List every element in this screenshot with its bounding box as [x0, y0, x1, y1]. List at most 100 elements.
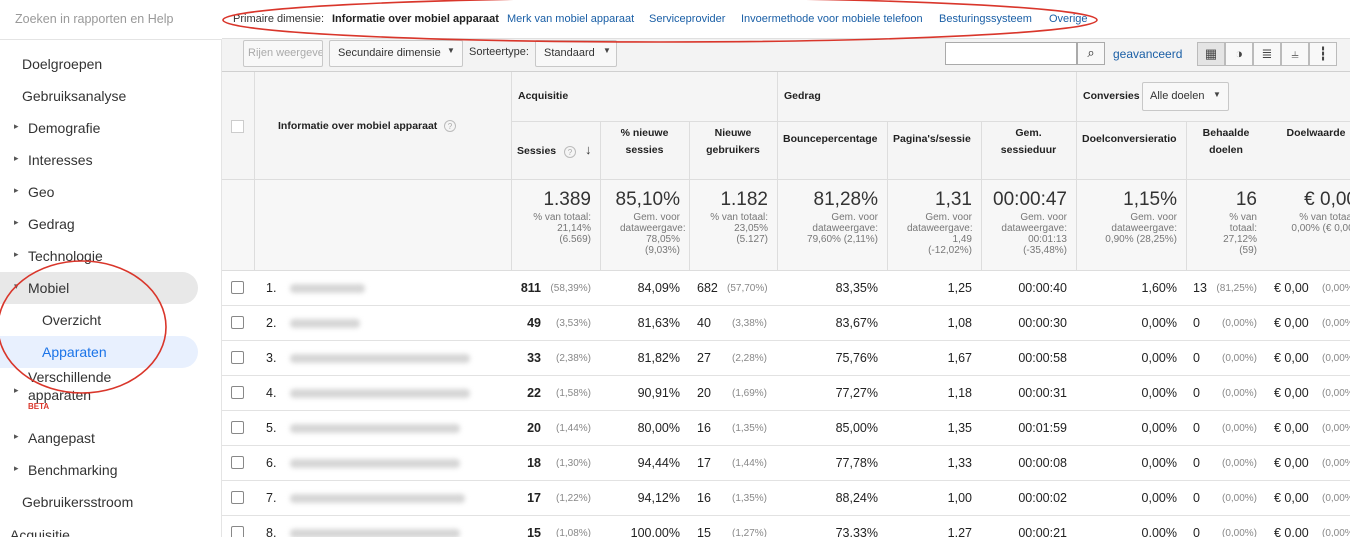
cell-percentage: (2,38%) [555, 353, 591, 364]
cell-percentage: (3,53%) [555, 318, 591, 329]
row-checkbox[interactable] [231, 281, 244, 294]
row-checkbox[interactable] [231, 491, 244, 504]
rows-button[interactable]: Rijen weergeven [243, 40, 323, 67]
row-checkbox[interactable] [231, 316, 244, 329]
nav-item[interactable]: Technologie [28, 248, 103, 264]
table-cell: 0 [1193, 316, 1200, 330]
sort-arrow: ↓ [585, 142, 592, 157]
view-toggle[interactable]: ◑ [1225, 42, 1253, 66]
dimension-option[interactable]: Serviceprovider [649, 13, 726, 25]
table-cell: € 0,00 [1274, 456, 1309, 470]
nav-item[interactable]: Geo [28, 184, 55, 200]
total-value: 1.182 [720, 189, 768, 210]
table-cell: 16 [697, 491, 711, 505]
help-icon: ? [564, 146, 576, 158]
search-box[interactable] [0, 0, 222, 40]
sort-select[interactable]: Standaard [535, 40, 617, 67]
total-note: % van totaal: 23,05% (5.127) [710, 212, 768, 245]
nav-item[interactable]: Overzicht [42, 312, 102, 328]
header-checkbox[interactable] [231, 120, 244, 133]
device-name-redacted [290, 494, 465, 503]
row-checkbox[interactable] [231, 386, 244, 399]
row-checkbox[interactable] [231, 351, 244, 364]
advanced-link[interactable]: geavanceerd [1113, 47, 1183, 61]
column-header[interactable]: Bouncepercentage [783, 133, 878, 145]
nav-arrow: ▾ [14, 281, 19, 291]
nav-item[interactable]: Benchmarking [28, 462, 118, 478]
nav-item[interactable]: Doelgroepen [22, 56, 103, 72]
nav-item[interactable]: Acquisitie [10, 527, 70, 537]
group-header: Acquisitie [518, 90, 569, 102]
cell-percentage: (0,00%) [1322, 388, 1350, 399]
nav-item[interactable]: Gebruiksanalyse [22, 88, 127, 104]
cell-percentage: (0,00%) [1221, 353, 1257, 364]
table-cell: 15 [697, 526, 711, 537]
column-header[interactable]: Nieuwe gebruikers [706, 127, 760, 156]
total-value: 00:00:47 [993, 189, 1067, 210]
row-checkbox[interactable] [231, 456, 244, 469]
cell-percentage: (0,00%) [1221, 458, 1257, 469]
view-toggle[interactable]: ┇ [1309, 42, 1337, 66]
dimension-option[interactable]: Informatie over mobiel apparaat [332, 13, 499, 25]
cell-percentage: (0,00%) [1221, 388, 1257, 399]
dimension-option[interactable]: Merk van mobiel apparaat [507, 13, 635, 25]
column-divider [1076, 72, 1077, 271]
table-cell: 0,00% [1141, 316, 1177, 330]
search-button[interactable]: ⌕ [1077, 42, 1105, 65]
table-cell: 0 [1193, 386, 1200, 400]
cell-percentage: (1,58%) [555, 388, 591, 399]
table-cell: 81,82% [637, 351, 680, 365]
view-toggle[interactable]: ≣ [1253, 42, 1281, 66]
column-header[interactable]: Doelconversieratio [1082, 133, 1177, 145]
device-name-redacted [290, 424, 460, 433]
column-header[interactable]: Behaalde doelen [1202, 127, 1250, 156]
column-header[interactable]: Gem. sessieduur [1000, 127, 1057, 156]
cell-percentage: (1,30%) [555, 458, 591, 469]
nav-arrow: ▸ [14, 463, 19, 473]
nav-item[interactable]: Mobiel [28, 280, 70, 296]
nav-item[interactable]: Aangepast [28, 430, 95, 446]
table-cell: 16 [697, 421, 711, 435]
table-cell: 0 [1193, 491, 1200, 505]
table-cell: 80,00% [637, 421, 680, 435]
goal-select[interactable]: Alle doelen [1142, 82, 1229, 111]
column-header[interactable]: Sessies [517, 145, 557, 157]
cell-percentage: (0,00%) [1221, 493, 1257, 504]
table-cell: 3. [266, 351, 277, 365]
search-input[interactable] [945, 42, 1077, 65]
view-toggle[interactable]: ▦ [1197, 42, 1225, 66]
nav-item[interactable]: Gebruikersstroom [22, 494, 134, 510]
nav-arrow: ▸ [14, 153, 19, 163]
device-name-redacted [290, 354, 470, 363]
view-toggle[interactable]: ⫨ [1281, 42, 1309, 66]
dimension-option[interactable]: Overige [1049, 13, 1088, 25]
nav-arrow: ▸ [14, 385, 19, 395]
column-divider [689, 121, 690, 271]
column-header[interactable]: Doelwaarde [1286, 127, 1346, 139]
dimension-option[interactable]: Invoermethode voor mobiele telefoon [741, 13, 923, 25]
dimension-option[interactable]: Besturingssysteem [939, 13, 1032, 25]
table-cell: 0 [1193, 456, 1200, 470]
table-cell: 1. [266, 281, 277, 295]
total-note: % van totaal: 27,12% (59) [1223, 212, 1257, 256]
nav-item[interactable]: Interesses [28, 152, 93, 168]
total-value: 81,28% [813, 189, 878, 210]
cell-percentage: (0,00%) [1322, 318, 1350, 329]
cell-percentage: (1,08%) [555, 528, 591, 537]
secondary-dimension-button[interactable]: Secundaire dimensie [329, 40, 463, 67]
table-cell: 77,78% [835, 456, 878, 470]
nav-item[interactable]: Verschillende apparaten [28, 369, 112, 403]
nav-item[interactable]: Apparaten [42, 344, 107, 360]
nav-item[interactable]: Gedrag [28, 216, 75, 232]
table-cell: € 0,00 [1274, 281, 1309, 295]
column-divider [981, 121, 982, 271]
table-cell: 27 [697, 351, 711, 365]
help-icon: ? [444, 120, 456, 132]
nav-item[interactable]: Demografie [28, 120, 101, 136]
column-header[interactable]: Pagina's/sessie [893, 133, 971, 145]
column-header[interactable]: % nieuwe sessies [620, 127, 669, 156]
cell-percentage: (0,00%) [1322, 283, 1350, 294]
row-checkbox[interactable] [231, 421, 244, 434]
column-divider [511, 72, 512, 271]
row-checkbox[interactable] [231, 526, 244, 537]
